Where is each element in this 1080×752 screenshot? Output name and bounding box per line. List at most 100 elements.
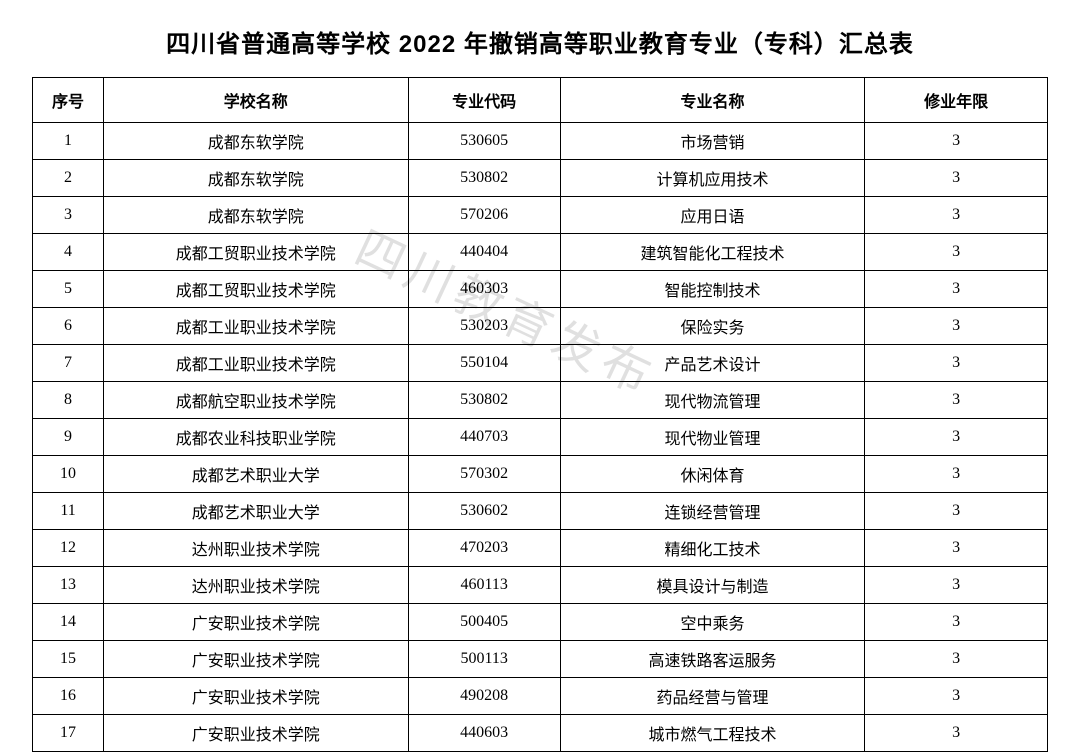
table-cell: 3 — [865, 197, 1048, 234]
col-header-major: 专业名称 — [560, 78, 865, 123]
table-cell: 3 — [865, 123, 1048, 160]
table-row: 1成都东软学院530605市场营销3 — [33, 123, 1048, 160]
table-cell: 3 — [865, 604, 1048, 641]
table-cell: 6 — [33, 308, 104, 345]
table-cell: 550104 — [408, 345, 560, 382]
table-cell: 成都工贸职业技术学院 — [104, 271, 409, 308]
table-cell: 广安职业技术学院 — [104, 715, 409, 752]
table-cell: 3 — [865, 234, 1048, 271]
table-cell: 470203 — [408, 530, 560, 567]
document-page: 四川省普通高等学校 2022 年撤销高等职业教育专业（专科）汇总表 序号 学校名… — [0, 0, 1080, 752]
table-cell: 460113 — [408, 567, 560, 604]
table-cell: 2 — [33, 160, 104, 197]
table-cell: 达州职业技术学院 — [104, 530, 409, 567]
table-cell: 16 — [33, 678, 104, 715]
table-row: 7成都工业职业技术学院550104产品艺术设计3 — [33, 345, 1048, 382]
table-cell: 530203 — [408, 308, 560, 345]
table-header-row: 序号 学校名称 专业代码 专业名称 修业年限 — [33, 78, 1048, 123]
col-header-index: 序号 — [33, 78, 104, 123]
table-cell: 3 — [865, 160, 1048, 197]
table-cell: 3 — [33, 197, 104, 234]
table-cell: 保险实务 — [560, 308, 865, 345]
table-cell: 智能控制技术 — [560, 271, 865, 308]
table-row: 14广安职业技术学院500405空中乘务3 — [33, 604, 1048, 641]
table-cell: 高速铁路客运服务 — [560, 641, 865, 678]
table-cell: 5 — [33, 271, 104, 308]
table-row: 5成都工贸职业技术学院460303智能控制技术3 — [33, 271, 1048, 308]
table-cell: 现代物流管理 — [560, 382, 865, 419]
table-cell: 12 — [33, 530, 104, 567]
table-row: 8成都航空职业技术学院530802现代物流管理3 — [33, 382, 1048, 419]
table-cell: 精细化工技术 — [560, 530, 865, 567]
table-cell: 模具设计与制造 — [560, 567, 865, 604]
table-cell: 广安职业技术学院 — [104, 641, 409, 678]
table-cell: 10 — [33, 456, 104, 493]
table-cell: 成都工贸职业技术学院 — [104, 234, 409, 271]
table-cell: 440603 — [408, 715, 560, 752]
table-cell: 3 — [865, 567, 1048, 604]
table-cell: 现代物业管理 — [560, 419, 865, 456]
table-cell: 530802 — [408, 382, 560, 419]
table-row: 10成都艺术职业大学570302休闲体育3 — [33, 456, 1048, 493]
table-row: 15广安职业技术学院500113高速铁路客运服务3 — [33, 641, 1048, 678]
table-body: 1成都东软学院530605市场营销32成都东软学院530802计算机应用技术33… — [33, 123, 1048, 752]
page-title: 四川省普通高等学校 2022 年撤销高等职业教育专业（专科）汇总表 — [32, 24, 1048, 59]
table-cell: 13 — [33, 567, 104, 604]
table-cell: 成都工业职业技术学院 — [104, 345, 409, 382]
table-cell: 应用日语 — [560, 197, 865, 234]
table-cell: 计算机应用技术 — [560, 160, 865, 197]
col-header-years: 修业年限 — [865, 78, 1048, 123]
table-cell: 建筑智能化工程技术 — [560, 234, 865, 271]
table-cell: 3 — [865, 678, 1048, 715]
table-cell: 440703 — [408, 419, 560, 456]
table-cell: 成都艺术职业大学 — [104, 493, 409, 530]
table-cell: 3 — [865, 271, 1048, 308]
table-row: 11成都艺术职业大学530602连锁经营管理3 — [33, 493, 1048, 530]
table-cell: 产品艺术设计 — [560, 345, 865, 382]
table-row: 9成都农业科技职业学院440703现代物业管理3 — [33, 419, 1048, 456]
table-cell: 成都东软学院 — [104, 160, 409, 197]
table-cell: 530605 — [408, 123, 560, 160]
table-cell: 达州职业技术学院 — [104, 567, 409, 604]
table-cell: 3 — [865, 456, 1048, 493]
table-cell: 570302 — [408, 456, 560, 493]
table-row: 2成都东软学院530802计算机应用技术3 — [33, 160, 1048, 197]
table-cell: 14 — [33, 604, 104, 641]
table-cell: 570206 — [408, 197, 560, 234]
summary-table: 序号 学校名称 专业代码 专业名称 修业年限 1成都东软学院530605市场营销… — [32, 77, 1048, 752]
table-cell: 休闲体育 — [560, 456, 865, 493]
table-cell: 15 — [33, 641, 104, 678]
table-cell: 3 — [865, 493, 1048, 530]
table-cell: 广安职业技术学院 — [104, 604, 409, 641]
table-row: 3成都东软学院570206应用日语3 — [33, 197, 1048, 234]
table-cell: 3 — [865, 715, 1048, 752]
table-cell: 3 — [865, 308, 1048, 345]
table-cell: 440404 — [408, 234, 560, 271]
table-row: 13达州职业技术学院460113模具设计与制造3 — [33, 567, 1048, 604]
table-cell: 成都东软学院 — [104, 123, 409, 160]
table-cell: 460303 — [408, 271, 560, 308]
table-row: 6成都工业职业技术学院530203保险实务3 — [33, 308, 1048, 345]
table-cell: 8 — [33, 382, 104, 419]
table-cell: 4 — [33, 234, 104, 271]
col-header-school: 学校名称 — [104, 78, 409, 123]
table-cell: 空中乘务 — [560, 604, 865, 641]
table-cell: 成都东软学院 — [104, 197, 409, 234]
table-cell: 500405 — [408, 604, 560, 641]
table-row: 4成都工贸职业技术学院440404建筑智能化工程技术3 — [33, 234, 1048, 271]
col-header-code: 专业代码 — [408, 78, 560, 123]
table-cell: 3 — [865, 641, 1048, 678]
table-cell: 7 — [33, 345, 104, 382]
table-cell: 17 — [33, 715, 104, 752]
table-cell: 成都农业科技职业学院 — [104, 419, 409, 456]
table-cell: 成都航空职业技术学院 — [104, 382, 409, 419]
table-cell: 成都艺术职业大学 — [104, 456, 409, 493]
table-cell: 市场营销 — [560, 123, 865, 160]
table-cell: 9 — [33, 419, 104, 456]
table-cell: 连锁经营管理 — [560, 493, 865, 530]
table-cell: 11 — [33, 493, 104, 530]
table-cell: 3 — [865, 419, 1048, 456]
table-cell: 城市燃气工程技术 — [560, 715, 865, 752]
table-cell: 500113 — [408, 641, 560, 678]
table-cell: 530802 — [408, 160, 560, 197]
